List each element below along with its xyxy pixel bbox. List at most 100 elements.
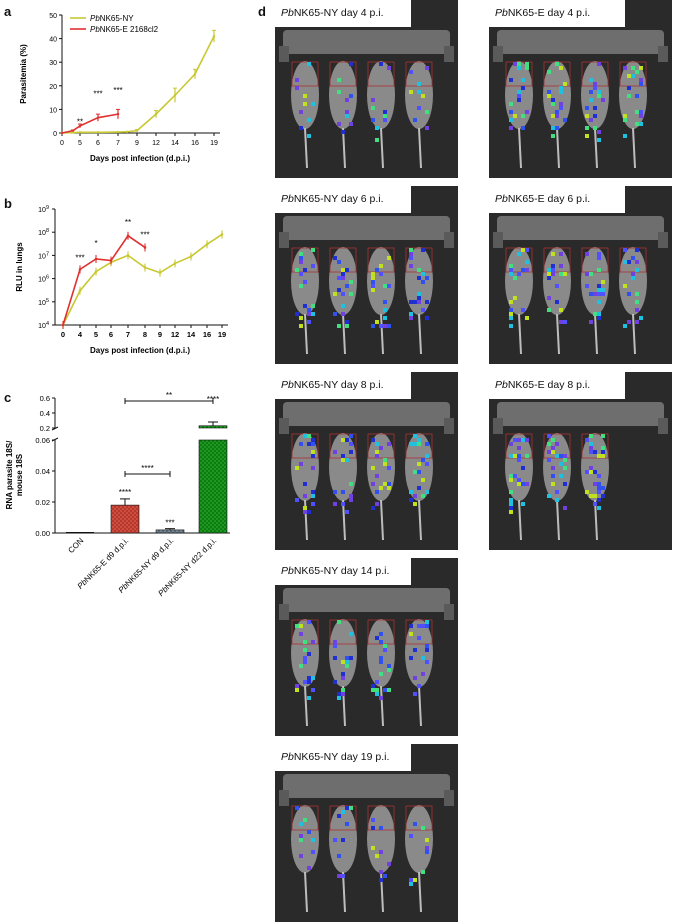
signal-pixel — [627, 292, 631, 296]
signal-pixel — [333, 680, 337, 684]
signal-pixel — [311, 438, 315, 442]
roi-box — [329, 61, 357, 87]
holder-clamp — [444, 418, 454, 434]
bioluminescence-image: PbNK65-E day 4 p.i. — [489, 0, 672, 178]
signal-pixel — [601, 292, 605, 296]
signal-pixel — [345, 110, 349, 114]
signal-pixel — [593, 494, 597, 498]
y-tick-label: 109 — [38, 205, 49, 214]
signal-pixel — [311, 264, 315, 268]
signal-pixel — [409, 656, 413, 660]
signal-pixel — [333, 256, 337, 260]
signal-pixel — [597, 490, 601, 494]
signal-pixel — [417, 684, 421, 688]
x-tick-label: 0 — [60, 140, 64, 147]
signal-pixel — [295, 466, 299, 470]
panel-letter-a: a — [4, 4, 12, 19]
signal-pixel — [589, 78, 593, 82]
roi-box — [291, 61, 319, 87]
holder-clamp — [444, 232, 454, 248]
signal-pixel — [345, 822, 349, 826]
x-tick-label: 19 — [218, 330, 226, 339]
signal-pixel — [299, 126, 303, 130]
y-tick-label: 105 — [38, 298, 49, 307]
signal-pixel — [345, 320, 349, 324]
signal-pixel — [623, 66, 627, 70]
image-label: PbNK65-E day 6 p.i. — [489, 186, 625, 213]
signal-pixel — [421, 280, 425, 284]
signal-pixel — [307, 652, 311, 656]
mouse-body — [543, 247, 571, 315]
x-tick-label: 4 — [78, 330, 83, 339]
signal-pixel — [589, 272, 593, 276]
bioluminescence-image: PbNK65-E day 8 p.i. — [489, 372, 672, 550]
signal-pixel — [371, 280, 375, 284]
signal-pixel — [379, 272, 383, 276]
signal-pixel — [413, 822, 417, 826]
mouse-holder — [283, 30, 450, 54]
mouse-tail — [380, 685, 384, 727]
signal-pixel — [509, 474, 513, 478]
signal-pixel — [341, 458, 345, 462]
signal-pixel — [525, 268, 529, 272]
signal-pixel — [387, 284, 391, 288]
mouse-holder — [497, 402, 664, 426]
mouse-tail — [342, 313, 346, 355]
signal-pixel — [593, 106, 597, 110]
signal-pixel — [525, 66, 529, 70]
signal-pixel — [627, 94, 631, 98]
y-tick-label: 40 — [49, 37, 57, 44]
signal-pixel — [307, 62, 311, 66]
y-tick-label: 30 — [49, 60, 57, 67]
signal-pixel — [371, 438, 375, 442]
significance-mark: *** — [165, 519, 174, 528]
signal-pixel — [635, 300, 639, 304]
signal-pixel — [371, 818, 375, 822]
signal-pixel — [311, 640, 315, 644]
data-point — [205, 243, 209, 246]
signal-pixel — [509, 268, 513, 272]
signal-pixel — [337, 874, 341, 878]
signal-pixel — [525, 316, 529, 320]
signal-pixel — [525, 110, 529, 114]
signal-pixel — [555, 114, 559, 118]
signal-pixel — [425, 838, 429, 842]
signal-pixel — [555, 62, 559, 66]
signal-pixel — [307, 308, 311, 312]
mouse-holder — [283, 774, 450, 798]
x-tick-label: 6 — [109, 330, 113, 339]
data-point — [158, 271, 162, 274]
signal-pixel — [345, 438, 349, 442]
image-label-text: NK65-E day 4 p.i. — [507, 7, 591, 19]
signal-pixel — [555, 284, 559, 288]
series-line-0 — [62, 233, 223, 326]
signal-pixel — [349, 498, 353, 502]
signal-pixel — [383, 114, 387, 118]
signal-pixel — [303, 640, 307, 644]
bar-2 — [155, 529, 185, 534]
signal-pixel — [303, 304, 307, 308]
data-point — [116, 130, 120, 134]
signal-pixel — [521, 502, 525, 506]
signal-pixel — [311, 838, 315, 842]
signal-pixel — [333, 644, 337, 648]
signal-pixel — [413, 442, 417, 446]
signal-pixel — [345, 324, 349, 328]
signal-pixel — [341, 438, 345, 442]
signal-pixel — [563, 458, 567, 462]
signal-pixel — [421, 272, 425, 276]
imaging-scene — [275, 186, 458, 364]
significance-mark: *** — [113, 86, 122, 95]
signal-pixel — [345, 284, 349, 288]
signal-pixel — [387, 466, 391, 470]
signal-pixel — [307, 676, 311, 680]
roi-box — [405, 433, 433, 459]
data-point — [135, 129, 139, 132]
signal-pixel — [509, 454, 513, 458]
signal-pixel — [337, 814, 341, 818]
signal-pixel — [559, 102, 563, 106]
signal-pixel — [371, 684, 375, 688]
signal-pixel — [303, 818, 307, 822]
signal-pixel — [585, 252, 589, 256]
signal-pixel — [551, 264, 555, 268]
